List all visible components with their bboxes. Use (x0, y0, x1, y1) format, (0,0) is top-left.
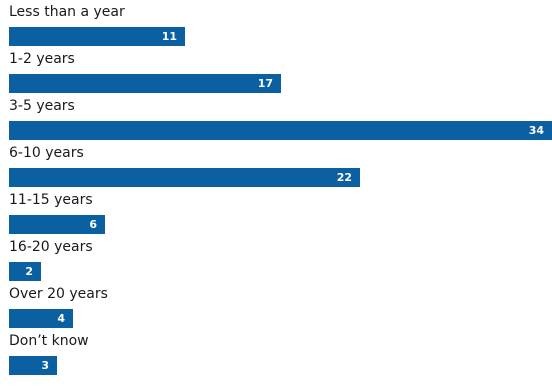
bar (9, 74, 281, 93)
category-label: 11-15 years (9, 192, 93, 208)
value-label: 2 (25, 265, 33, 278)
bar (9, 27, 185, 46)
category-label: 16-20 years (9, 239, 93, 255)
category-label: 3-5 years (9, 98, 75, 114)
value-label: 3 (41, 359, 49, 372)
bar-row: 11-15 years 6 (0, 190, 552, 237)
bar-row: Over 20 years 4 (0, 284, 552, 331)
bar (9, 262, 41, 281)
value-label: 17 (257, 77, 273, 90)
bar (9, 356, 57, 375)
bar-row: 16-20 years 2 (0, 237, 552, 284)
bar-row: Less than a year 11 (0, 2, 552, 49)
bar (9, 309, 73, 328)
bar (9, 215, 105, 234)
value-label: 6 (89, 218, 97, 231)
bar (9, 168, 360, 187)
bar-row: Don’t know 3 (0, 331, 552, 378)
bar-row: 3-5 years 34 (0, 96, 552, 143)
category-label: Less than a year (9, 4, 125, 20)
category-label: 6-10 years (9, 145, 84, 161)
category-label: 1-2 years (9, 51, 75, 67)
value-label: 4 (57, 312, 65, 325)
category-label: Over 20 years (9, 286, 108, 302)
value-label: 11 (161, 30, 177, 43)
value-label: 34 (528, 124, 544, 137)
value-label: 22 (336, 171, 352, 184)
category-label: Don’t know (9, 333, 89, 349)
bar-row: 6-10 years 22 (0, 143, 552, 190)
bar (9, 121, 552, 140)
bar-row: 1-2 years 17 (0, 49, 552, 96)
